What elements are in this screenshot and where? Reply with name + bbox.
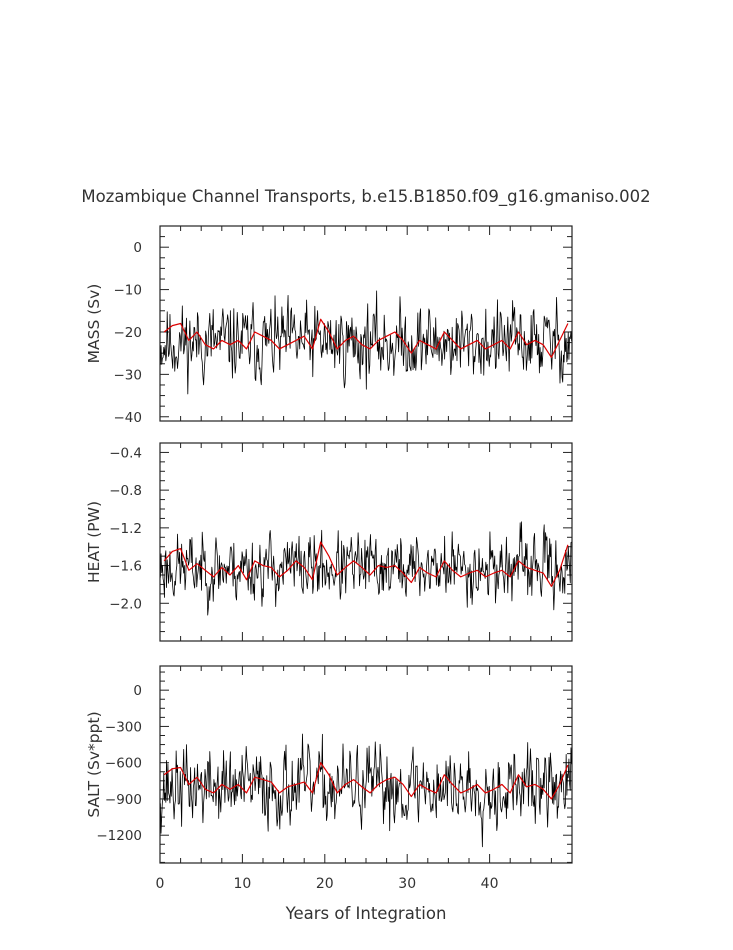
y-tick-label: −300	[105, 719, 142, 735]
y-tick-label: −10	[114, 283, 143, 299]
panel-2: −0.4 −0.8 −1.2 −1.6 −2.0 HEAT (PW)	[85, 442, 573, 642]
series-monthly-line	[159, 733, 573, 848]
panel-3: 0 −300 −600 −900 −1200 SALT (Sv*ppt) 0 10 20 30 40	[85, 665, 573, 892]
y-tick-label: −1200	[96, 828, 142, 844]
y-tick-label: −0.4	[109, 445, 142, 461]
x-tick-label: 30	[398, 876, 416, 892]
y-tick-label: −600	[105, 756, 142, 772]
y-tick-label: −40	[114, 410, 143, 426]
y-tick-label: −2.0	[109, 596, 142, 612]
x-tick-label: 40	[481, 876, 499, 892]
series-monthly-line	[159, 521, 572, 616]
x-tick-label: 0	[156, 876, 165, 892]
plot-frame	[159, 665, 573, 864]
y-axis-label: HEAT (PW)	[85, 501, 103, 583]
chart-title: Mozambique Channel Transports, b.e15.B18…	[81, 187, 650, 207]
series-annual-mean-line	[163, 541, 569, 587]
y-axis-label: SALT (Sv*ppt)	[85, 711, 103, 817]
y-tick-label: −20	[114, 325, 143, 341]
y-tick-label: −30	[114, 367, 143, 383]
plot-frame	[159, 442, 573, 642]
y-tick-label: −0.8	[109, 483, 142, 499]
y-tick-label: −1.6	[109, 559, 142, 575]
panel-1: 0 −10 −20 −30 −40 MASS (Sv)	[85, 225, 573, 426]
y-axis-label: MASS (Sv)	[85, 284, 103, 364]
x-axis-label: Years of Integration	[285, 904, 447, 923]
y-tick-label: 0	[133, 240, 142, 256]
series-monthly-line	[159, 290, 573, 395]
x-tick-label: 20	[316, 876, 334, 892]
y-tick-label: −900	[105, 792, 142, 808]
series-annual-mean-line	[163, 762, 569, 800]
y-tick-label: 0	[133, 683, 142, 699]
x-tick-label: 10	[233, 876, 251, 892]
series-annual-mean-line	[163, 318, 569, 359]
y-tick-label: −1.2	[109, 521, 142, 537]
